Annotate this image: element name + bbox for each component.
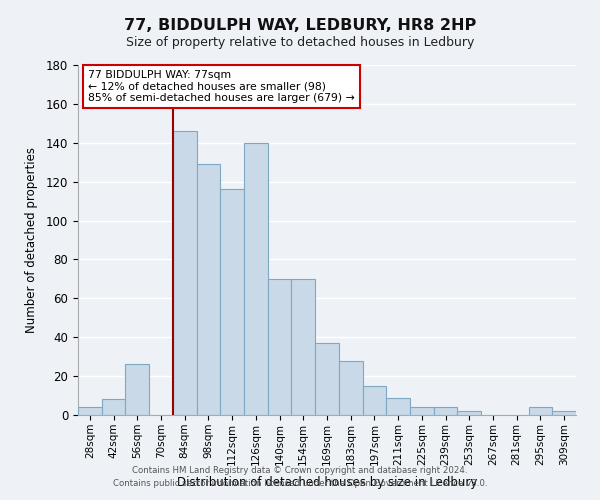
Text: Size of property relative to detached houses in Ledbury: Size of property relative to detached ho… [126,36,474,49]
Bar [173,131,197,415]
Bar [292,279,315,415]
Text: Contains HM Land Registry data © Crown copyright and database right 2024.
Contai: Contains HM Land Registry data © Crown c… [113,466,487,487]
Bar [78,407,102,415]
Bar [220,190,244,415]
Bar [552,411,576,415]
Bar [244,143,268,415]
Bar [434,407,457,415]
Bar [410,407,434,415]
Bar [529,407,552,415]
Bar [362,386,386,415]
Bar [315,343,339,415]
Text: 77, BIDDULPH WAY, LEDBURY, HR8 2HP: 77, BIDDULPH WAY, LEDBURY, HR8 2HP [124,18,476,32]
Bar [102,400,125,415]
X-axis label: Distribution of detached houses by size in Ledbury: Distribution of detached houses by size … [177,476,477,489]
Bar [197,164,220,415]
Y-axis label: Number of detached properties: Number of detached properties [25,147,38,333]
Bar [457,411,481,415]
Bar [268,279,292,415]
Bar [339,360,362,415]
Text: 77 BIDDULPH WAY: 77sqm
← 12% of detached houses are smaller (98)
85% of semi-det: 77 BIDDULPH WAY: 77sqm ← 12% of detached… [88,70,355,103]
Bar [125,364,149,415]
Bar [386,398,410,415]
